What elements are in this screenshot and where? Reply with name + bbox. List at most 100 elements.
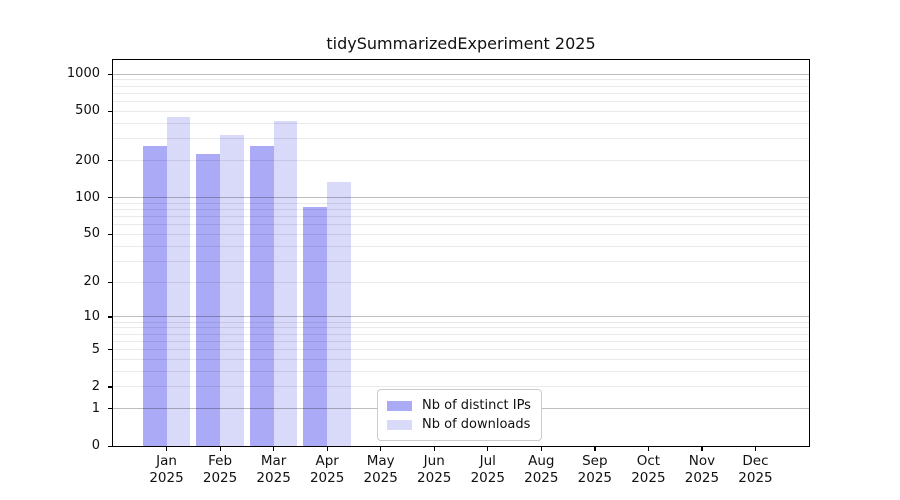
gridline-70 [113,216,809,218]
gridline-7 [113,333,809,335]
gridline-80 [113,208,809,210]
distinct-ips-swatch-icon [387,400,412,411]
x-tick-mark [166,446,168,451]
x-tick-label-line: Nov [688,453,716,469]
downloads-swatch-icon [387,419,412,430]
gridline-700 [113,92,809,94]
bar-mar-distinct-ips [249,146,274,446]
y-tick-mark [108,349,113,351]
x-tick-label-jul: Jul 2025 [452,453,524,487]
x-tick-label-mar: Mar 2025 [238,453,310,487]
x-tick-label-aug: Aug 2025 [505,453,577,487]
y-tick-label-50: 50 [83,226,100,242]
y-tick-mark [108,110,113,113]
x-tick-label-line: 2025 [738,470,773,486]
x-tick-mark [754,446,757,451]
x-tick-label-line: 2025 [631,470,666,486]
x-tick-label-line: Jan [156,453,177,469]
x-tick-mark [701,446,703,451]
y-tick-label-1000: 1000 [66,66,100,82]
x-tick-mark [219,446,221,451]
legend-label-distinct-ips: Nb of distinct IPs [422,398,531,413]
bar-feb-downloads [220,134,244,446]
x-tick-label-line: Apr [315,453,339,469]
y-tick-mark [108,160,113,162]
x-tick-label-jun: Jun 2025 [398,453,470,487]
gridline-40 [113,245,809,247]
x-tick-mark [487,446,489,451]
x-tick-label-line: 2025 [256,470,291,486]
bar-mar-downloads [273,120,298,446]
gridline-2 [113,386,809,388]
x-tick-label-oct: Oct 2025 [612,453,684,487]
x-tick-label-line: May [366,453,395,469]
gridline-300 [113,138,809,140]
legend-row-distinct-ips: Nb of distinct IPs [387,396,531,415]
y-tick-label-2: 2 [91,378,100,394]
legend: Nb of distinct IPs Nb of downloads [377,389,542,441]
bar-jan-distinct-ips [142,146,167,446]
x-tick-label-line: 2025 [417,470,452,486]
bar-jan-downloads [166,117,191,446]
gridline-3 [113,370,809,372]
x-tick-label-apr: Apr 2025 [291,453,363,487]
bar-apr-distinct-ips [303,206,328,446]
gridline-200 [113,160,809,162]
gridline-60 [113,224,809,226]
y-tick-label-20: 20 [83,274,100,290]
y-tick-mark [108,281,113,283]
y-tick-label-200: 200 [75,152,100,168]
gridline-400 [113,122,809,124]
x-tick-label-line: 2025 [149,470,184,486]
y-tick-label-100: 100 [75,189,100,205]
x-tick-mark [433,446,435,451]
y-tick-mark [108,386,113,388]
x-tick-mark [647,446,650,451]
gridline-600 [113,101,809,103]
y-tick-label-5: 5 [91,341,100,357]
gridline-5 [113,349,809,351]
x-tick-label-jan: Jan 2025 [131,453,203,487]
legend-label-downloads: Nb of downloads [422,417,531,432]
x-tick-mark [326,446,328,451]
x-axis: Jan 2025 Feb 2025 Mar 2025 Apr 2025 May 2025 Jun 20… [113,446,809,500]
gridline-900 [113,79,809,81]
x-tick-label-line: Mar [260,453,287,469]
gridline-8 [113,327,809,329]
gridline-9 [113,321,809,323]
gridline-800 [113,85,809,87]
y-axis: 1000 500 200 100 50 20 10 5 2 1 0 [0,60,113,453]
x-tick-label-line: Sep [582,453,608,469]
x-tick-mark [540,446,542,451]
gridline-6 [113,340,809,342]
legend-row-downloads: Nb of downloads [387,415,531,434]
x-tick-mark [594,446,596,451]
y-tick-mark [108,445,113,447]
plot-area [112,59,810,447]
gridline-4 [113,358,809,360]
gridline-30 [113,260,809,262]
x-tick-label-line: 2025 [470,470,505,486]
x-tick-label-line: Dec [742,453,769,469]
x-tick-label-line: 2025 [577,470,613,486]
gridline-50 [113,233,809,235]
y-tick-mark [108,316,113,318]
x-tick-label-line: 2025 [684,470,720,486]
x-tick-label-line: Jun [423,453,445,469]
y-tick-label-0: 0 [91,438,100,453]
x-tick-label-line: 2025 [524,470,559,486]
x-tick-label-feb: Feb 2025 [184,453,256,487]
x-tick-label-line: Aug [528,453,555,469]
y-tick-label-1: 1 [91,400,100,416]
gridline-1000 [113,73,809,75]
gridline-100 [113,197,809,199]
x-tick-label-line: 2025 [202,470,238,486]
x-tick-label-line: 2025 [309,470,345,486]
x-tick-mark [273,446,275,451]
gridline-90 [113,202,809,204]
x-tick-label-dec: Dec 2025 [719,453,791,487]
x-tick-label-may: May 2025 [345,453,417,487]
y-tick-mark [108,197,113,199]
x-tick-label-line: Feb [208,453,233,469]
